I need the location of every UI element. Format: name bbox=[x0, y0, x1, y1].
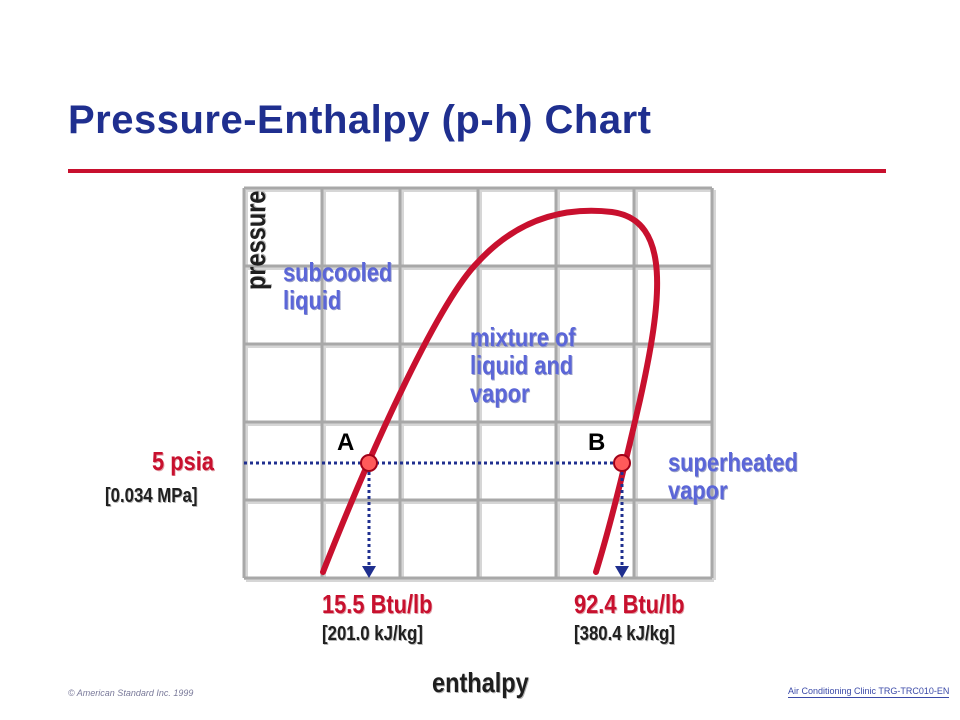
mixture-label: mixture of liquid and vapor bbox=[470, 323, 576, 407]
mixture-line-2: liquid and bbox=[470, 350, 574, 381]
subcooled-line-2: liquid bbox=[283, 285, 342, 316]
enthalpy-value-a: 15.5 Btu/lb bbox=[322, 589, 433, 619]
saturation-dome-curve bbox=[320, 207, 661, 575]
state-point-a bbox=[360, 454, 378, 472]
enthalpy-value-b-si: [380.4 kJ/kg] bbox=[574, 623, 675, 645]
title-underline bbox=[68, 169, 886, 173]
arrow-head-b bbox=[615, 566, 629, 578]
grid-shadow bbox=[244, 188, 716, 582]
mixture-line-3: vapor bbox=[470, 378, 530, 409]
point-b-label: B bbox=[588, 429, 606, 456]
point-a-label: A bbox=[337, 429, 355, 456]
state-point-b bbox=[613, 454, 631, 472]
superheated-label: superheated vapor bbox=[668, 448, 798, 504]
enthalpy-axis-label: enthalpy bbox=[432, 667, 529, 698]
enthalpy-value-a-si: [201.0 kJ/kg] bbox=[322, 623, 423, 645]
slide-title: Pressure-Enthalpy (p-h) Chart bbox=[68, 98, 652, 142]
grid bbox=[242, 186, 714, 580]
mixture-line-1: mixture of bbox=[470, 322, 576, 352]
pressure-value-si: [0.034 MPa] bbox=[105, 485, 198, 507]
subcooled-line-1: subcooled bbox=[283, 257, 393, 287]
enthalpy-value-b: 92.4 Btu/lb bbox=[574, 589, 685, 619]
course-link[interactable]: Air Conditioning Clinic TRG-TRC010-EN bbox=[788, 686, 950, 698]
subcooled-label: subcooled liquid bbox=[283, 258, 392, 314]
superheated-line-2: vapor bbox=[668, 475, 728, 506]
pressure-axis-label: pressure bbox=[240, 190, 271, 290]
superheated-line-1: superheated bbox=[668, 447, 798, 477]
arrow-head-a bbox=[362, 566, 376, 578]
pressure-value: 5 psia bbox=[152, 446, 214, 476]
copyright-text: © American Standard Inc. 1999 bbox=[68, 688, 194, 698]
